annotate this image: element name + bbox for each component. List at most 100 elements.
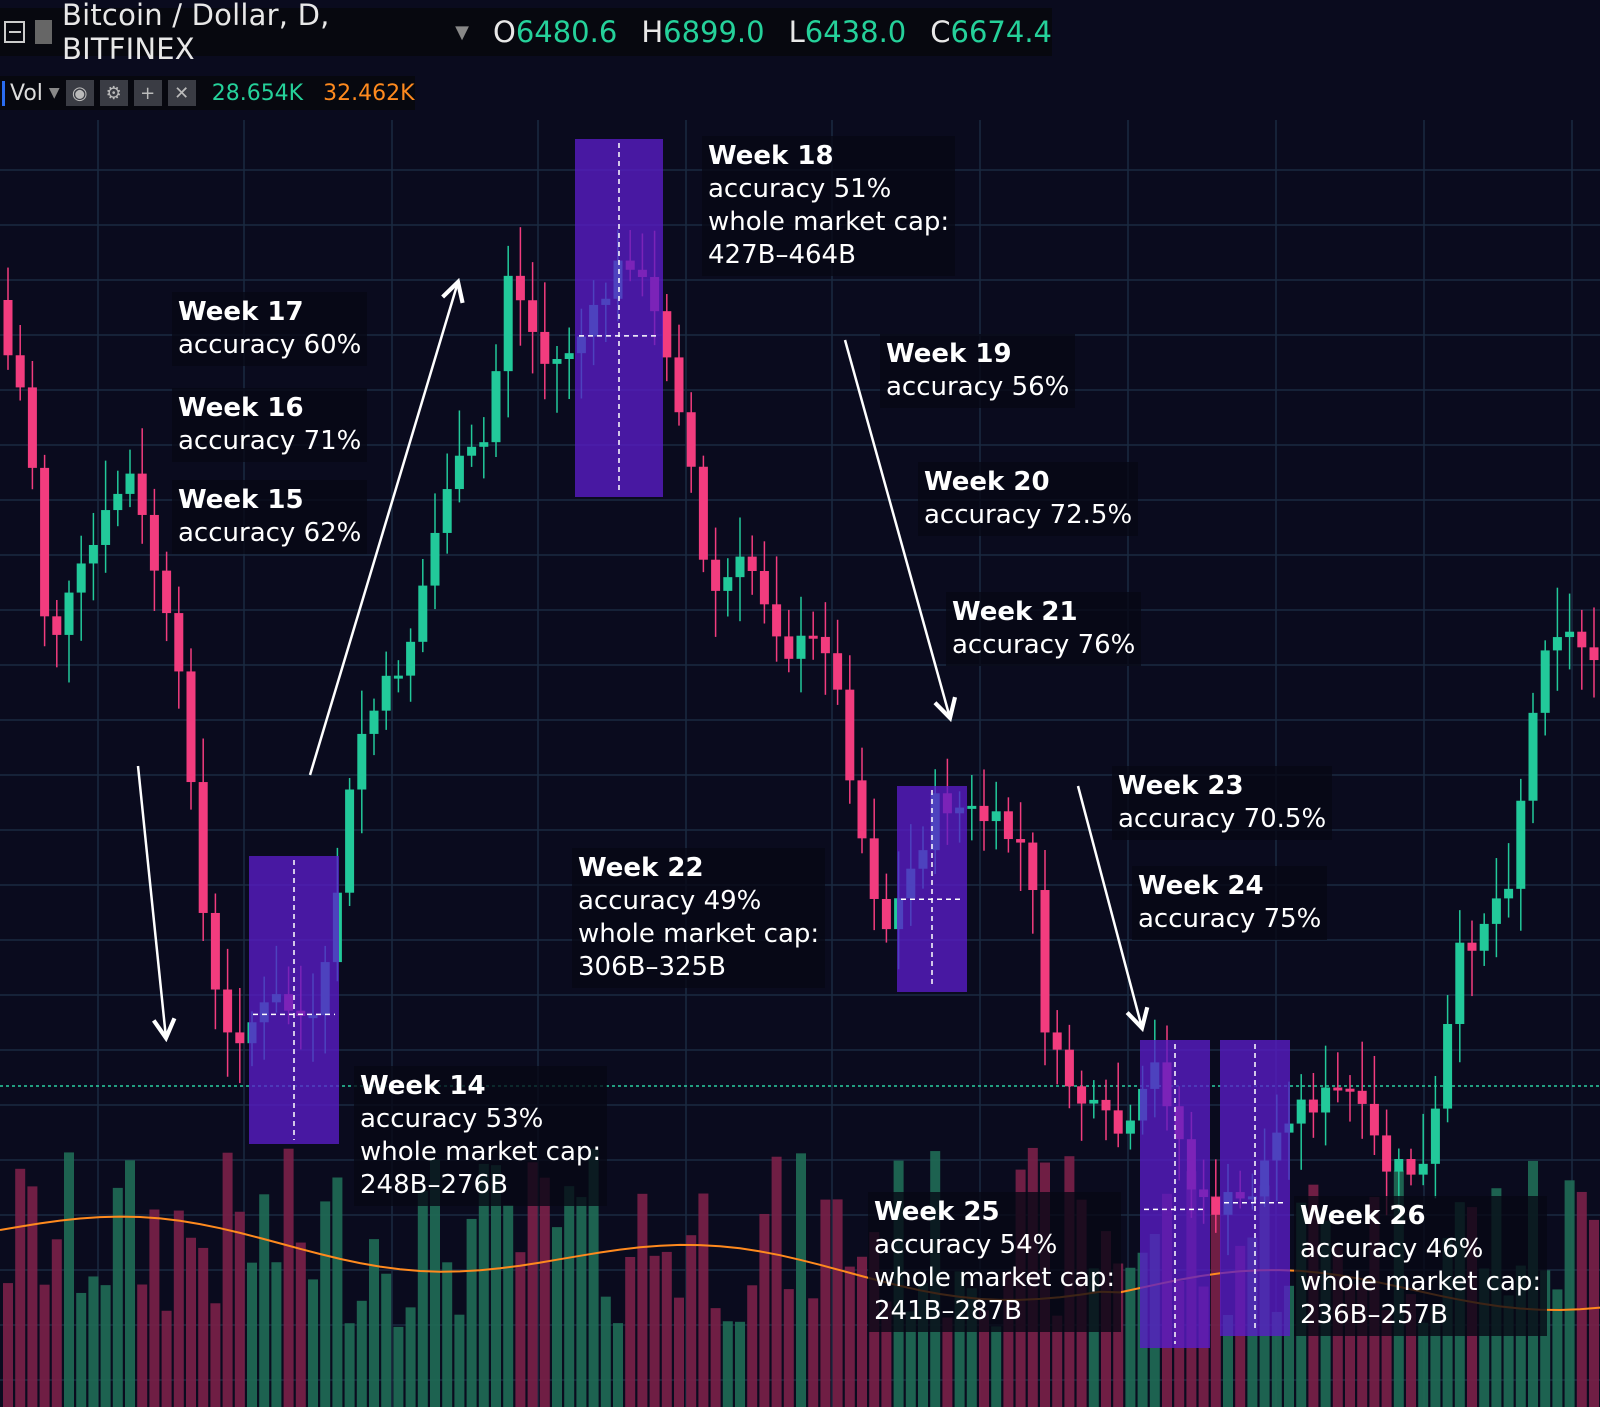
week-title: Week 25	[874, 1197, 1000, 1227]
prediction-highlights	[249, 139, 1290, 1348]
annotation-week-16: Week 16 accuracy 71%	[172, 388, 368, 462]
market-cap-range: 248B–276B	[360, 1170, 508, 1200]
annotation-week-23: Week 23 accuracy 70.5%	[1112, 766, 1333, 840]
volume-bar	[491, 1165, 501, 1407]
week-title: Week 15	[178, 485, 304, 515]
candle-body	[747, 556, 757, 572]
volume-bar	[979, 1310, 989, 1407]
volume-bar	[942, 1317, 953, 1407]
volume-bar	[308, 1279, 318, 1407]
volume-bar	[332, 1177, 343, 1407]
volume-bar	[783, 1289, 794, 1407]
candle-body	[1016, 839, 1026, 843]
candle-body	[1406, 1159, 1416, 1175]
candle-body	[772, 604, 782, 637]
candle-body	[1064, 1049, 1074, 1087]
week-title: Week 24	[1138, 871, 1264, 901]
volume-bar	[259, 1194, 270, 1407]
candle-body	[991, 811, 1001, 822]
volume-bar	[1052, 1315, 1063, 1407]
volume-bar	[747, 1285, 758, 1407]
candle-body	[723, 577, 733, 591]
candle-body	[393, 675, 403, 679]
market-cap-range: 306B–325B	[578, 952, 726, 982]
volume-label[interactable]: Vol	[2, 80, 43, 106]
eye-icon[interactable]: ◉	[65, 80, 94, 106]
plus-icon[interactable]: +	[133, 80, 162, 106]
market-cap-range: 241B–287B	[874, 1296, 1022, 1326]
volume-bar	[1284, 1285, 1294, 1407]
volume-bar	[1589, 1219, 1599, 1407]
volume-bar	[503, 1204, 514, 1407]
week-title: Week 17	[178, 297, 304, 327]
market-cap-label: whole market cap:	[360, 1137, 602, 1167]
volume-bar	[39, 1284, 50, 1407]
volume-bar	[857, 1256, 867, 1407]
volume-bar	[954, 1271, 965, 1407]
candle-body	[857, 780, 867, 839]
volume-bar	[137, 1284, 148, 1407]
candle-body	[1113, 1110, 1123, 1134]
chevron-down-icon[interactable]: ▼	[48, 85, 60, 101]
volume-bar	[552, 1227, 562, 1407]
candle-body	[845, 689, 855, 781]
annotation-week-18: Week 18 accuracy 51% whole market cap: 4…	[702, 136, 956, 276]
volume-bar	[1576, 1191, 1587, 1407]
symbol-flag-icon	[35, 20, 52, 44]
market-cap-range: 427B–464B	[708, 240, 856, 270]
volume-bar	[637, 1193, 648, 1407]
symbol-title[interactable]: Bitcoin / Dollar, D, BITFINEX	[62, 0, 330, 66]
low-key: L	[788, 15, 805, 49]
accuracy-text: accuracy 75%	[1138, 904, 1322, 934]
gear-icon[interactable]: ⚙	[99, 80, 128, 106]
volume-bar	[15, 1168, 26, 1407]
candle-body	[3, 300, 13, 356]
candle-body	[1467, 942, 1477, 951]
volume-bar	[1223, 1314, 1233, 1407]
candle-body	[808, 635, 818, 639]
candle-body	[1565, 631, 1575, 638]
candle-body	[210, 912, 220, 990]
volume-bar	[64, 1152, 74, 1407]
candle-body	[76, 563, 86, 593]
candle-body	[540, 331, 550, 364]
candle-body	[52, 616, 62, 635]
accuracy-text: accuracy 62%	[178, 518, 362, 548]
candle-body	[1296, 1099, 1306, 1124]
close-icon[interactable]: ✕	[167, 80, 196, 106]
candle-body	[1491, 898, 1501, 924]
candle-body	[162, 570, 172, 614]
candle-body	[698, 466, 708, 560]
candle-body	[1077, 1086, 1087, 1104]
chevron-down-icon[interactable]: ▼	[455, 21, 469, 43]
candle-body	[491, 371, 501, 443]
trend-arrow	[843, 339, 950, 718]
high-value: 6899.0	[663, 15, 765, 49]
week-title: Week 18	[708, 141, 834, 171]
volume-bar	[186, 1237, 196, 1407]
annotation-week-15: Week 15 accuracy 62%	[172, 480, 368, 554]
market-cap-label: whole market cap:	[708, 207, 950, 237]
candle-body	[979, 805, 989, 822]
candle-body	[125, 473, 135, 494]
candle-body	[1418, 1163, 1428, 1175]
volume-bar	[478, 1163, 489, 1407]
volume-bar	[356, 1300, 367, 1407]
volume-bar	[1210, 1195, 1221, 1407]
volume-bar	[564, 1186, 575, 1407]
volume-bar	[771, 1156, 782, 1407]
candle-body	[1394, 1159, 1404, 1172]
volume-bar	[3, 1283, 13, 1407]
volume-bar	[125, 1160, 135, 1407]
accuracy-text: accuracy 54%	[874, 1230, 1058, 1260]
accuracy-text: accuracy 51%	[708, 174, 892, 204]
collapse-icon[interactable]	[4, 21, 25, 43]
candle-body	[198, 782, 208, 913]
candle-body	[552, 359, 562, 364]
volume-bar	[283, 1148, 294, 1407]
accuracy-text: accuracy 60%	[178, 330, 362, 360]
candle-body	[1211, 1197, 1221, 1215]
volume-bar	[100, 1285, 111, 1407]
volume-bar	[820, 1199, 831, 1407]
candle-body	[27, 387, 37, 468]
